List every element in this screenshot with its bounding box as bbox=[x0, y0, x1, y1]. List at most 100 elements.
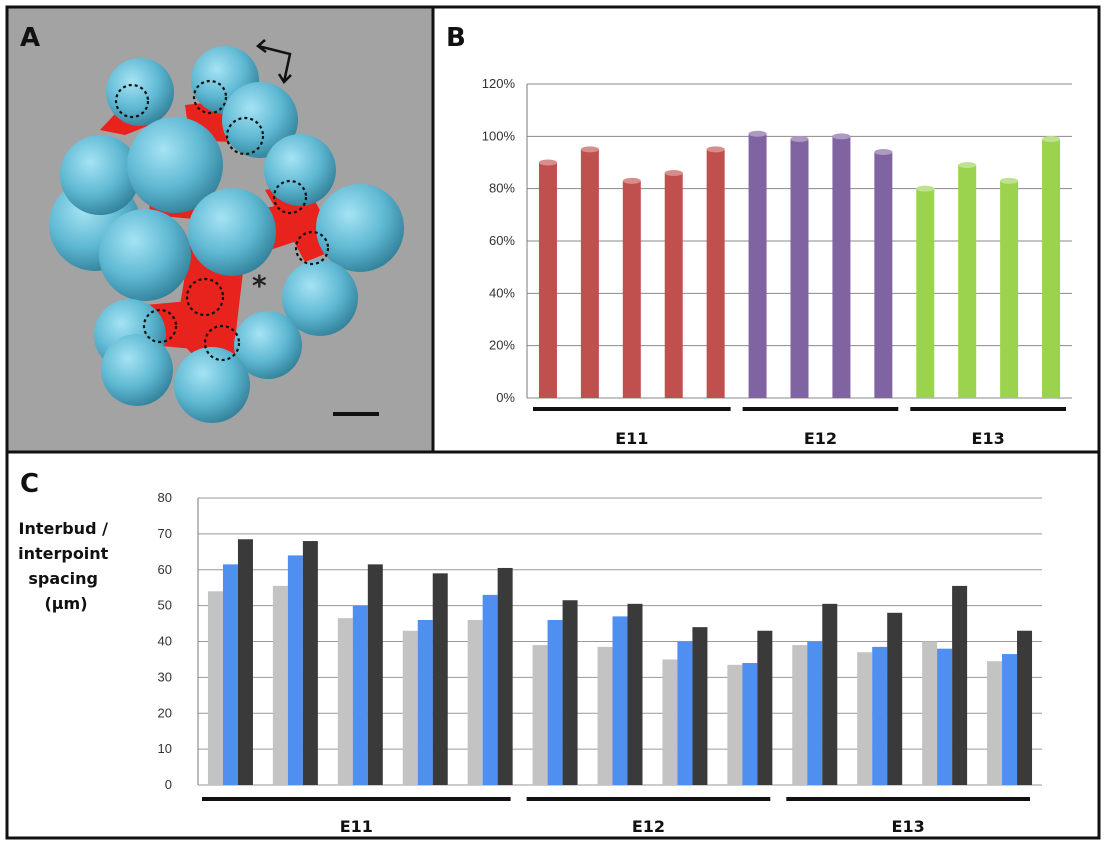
y-tick-label: 70 bbox=[158, 526, 172, 541]
bar-cap bbox=[874, 149, 893, 156]
bar bbox=[547, 619, 563, 785]
bar bbox=[748, 133, 767, 398]
bar bbox=[874, 152, 893, 398]
bud-sphere bbox=[99, 209, 191, 301]
chart-c: 0 10 20 30 40 50 60 70 80 E11 E12 E13 bbox=[158, 490, 1042, 836]
bar bbox=[742, 663, 758, 785]
bar bbox=[916, 188, 935, 398]
chart-c-ylabel: Interbud / interpoint spacing (µm) bbox=[18, 519, 114, 613]
y-tick-label: 20% bbox=[489, 338, 515, 353]
bud-sphere bbox=[316, 184, 404, 272]
bar bbox=[597, 646, 613, 785]
bar bbox=[822, 603, 838, 785]
dotted-circle bbox=[192, 79, 228, 115]
bar-cap bbox=[832, 133, 851, 140]
bar bbox=[580, 149, 599, 398]
bar bbox=[757, 630, 773, 785]
chart-b: 0% 20% 40% 60% 80% 100% 120% E11 E12 E13 bbox=[482, 76, 1072, 448]
bud-sphere bbox=[264, 134, 336, 206]
bar bbox=[432, 573, 448, 785]
y-tick-label: 120% bbox=[482, 76, 516, 91]
bar bbox=[790, 138, 809, 398]
bar bbox=[497, 567, 513, 785]
y-tick-label: 30 bbox=[158, 669, 172, 684]
panel-c: C Interbud / interpoint spacing (µm) 0 10… bbox=[5, 450, 1101, 840]
bar bbox=[727, 664, 743, 785]
bar bbox=[706, 149, 725, 398]
dotted-circle bbox=[114, 83, 150, 119]
bar bbox=[562, 600, 578, 785]
panel-letter-b: B bbox=[446, 23, 466, 53]
bar-cap bbox=[706, 146, 725, 153]
bar bbox=[792, 645, 808, 785]
dotted-circle bbox=[294, 230, 330, 266]
bud-sphere bbox=[188, 188, 276, 276]
bar bbox=[287, 555, 303, 785]
panel-letter-c: C bbox=[20, 469, 39, 499]
dotted-circle bbox=[272, 179, 308, 215]
bar bbox=[538, 162, 557, 398]
bar bbox=[664, 172, 683, 398]
dotted-circle bbox=[142, 308, 178, 344]
group-label: E13 bbox=[972, 429, 1005, 448]
y-tick-label: 0 bbox=[165, 777, 172, 792]
bar bbox=[958, 165, 977, 398]
panel-b: B 0% 20% 40% 60% 80% 100% 120% E11 E12 E13 bbox=[431, 5, 1101, 454]
ylabel-line-3: spacing bbox=[28, 569, 98, 588]
y-tick-label: 20 bbox=[158, 705, 172, 720]
y-tick-label: 50 bbox=[158, 598, 172, 613]
ylabel-line-1: Interbud / bbox=[18, 519, 108, 538]
y-tick-label: 10 bbox=[158, 741, 172, 756]
bar bbox=[337, 618, 353, 785]
y-tick-label: 40 bbox=[158, 634, 172, 649]
bar bbox=[887, 612, 903, 785]
bar bbox=[832, 136, 851, 399]
bar bbox=[222, 564, 238, 785]
bar bbox=[952, 585, 968, 785]
panel-a: * A bbox=[5, 5, 435, 454]
bud-sphere bbox=[127, 117, 223, 213]
bar bbox=[302, 541, 318, 785]
bar bbox=[1042, 138, 1061, 398]
bar bbox=[532, 645, 548, 785]
bar bbox=[677, 641, 693, 785]
bud-spheres bbox=[49, 46, 404, 423]
bud-sphere bbox=[282, 260, 358, 336]
bar bbox=[857, 652, 873, 785]
y-tick-label: 40% bbox=[489, 285, 515, 300]
y-tick-label: 100% bbox=[482, 128, 516, 143]
bar-cap bbox=[958, 162, 977, 169]
bar-cap bbox=[1042, 135, 1061, 142]
bar bbox=[627, 603, 643, 785]
y-tick-label: 80% bbox=[489, 181, 515, 196]
y-tick-label: 80 bbox=[158, 490, 172, 505]
panel-letter-a: A bbox=[20, 23, 40, 53]
bar bbox=[367, 564, 383, 785]
bar bbox=[352, 605, 368, 785]
bar bbox=[692, 627, 708, 785]
bar-cap bbox=[790, 135, 809, 142]
bar-cap bbox=[664, 169, 683, 176]
bud-sphere bbox=[101, 334, 173, 406]
bar-cap bbox=[748, 130, 767, 137]
bar bbox=[402, 630, 418, 785]
bar bbox=[872, 646, 888, 785]
dotted-circles bbox=[114, 79, 330, 362]
bar-cap bbox=[580, 146, 599, 153]
bar bbox=[467, 619, 483, 785]
group-label: E11 bbox=[340, 817, 373, 836]
bud-sphere bbox=[222, 82, 298, 158]
bud-sphere bbox=[106, 58, 174, 126]
bar-cap bbox=[622, 177, 641, 184]
bar bbox=[622, 180, 641, 398]
duct-segment bbox=[175, 245, 250, 385]
bar bbox=[237, 539, 253, 785]
bud-sphere bbox=[60, 135, 140, 215]
asterisk-marker: * bbox=[252, 269, 267, 302]
ylabel-line-2: interpoint bbox=[18, 544, 109, 563]
group-label: E11 bbox=[615, 429, 648, 448]
bar bbox=[272, 585, 288, 785]
ylabel-line-4: (µm) bbox=[44, 594, 87, 613]
